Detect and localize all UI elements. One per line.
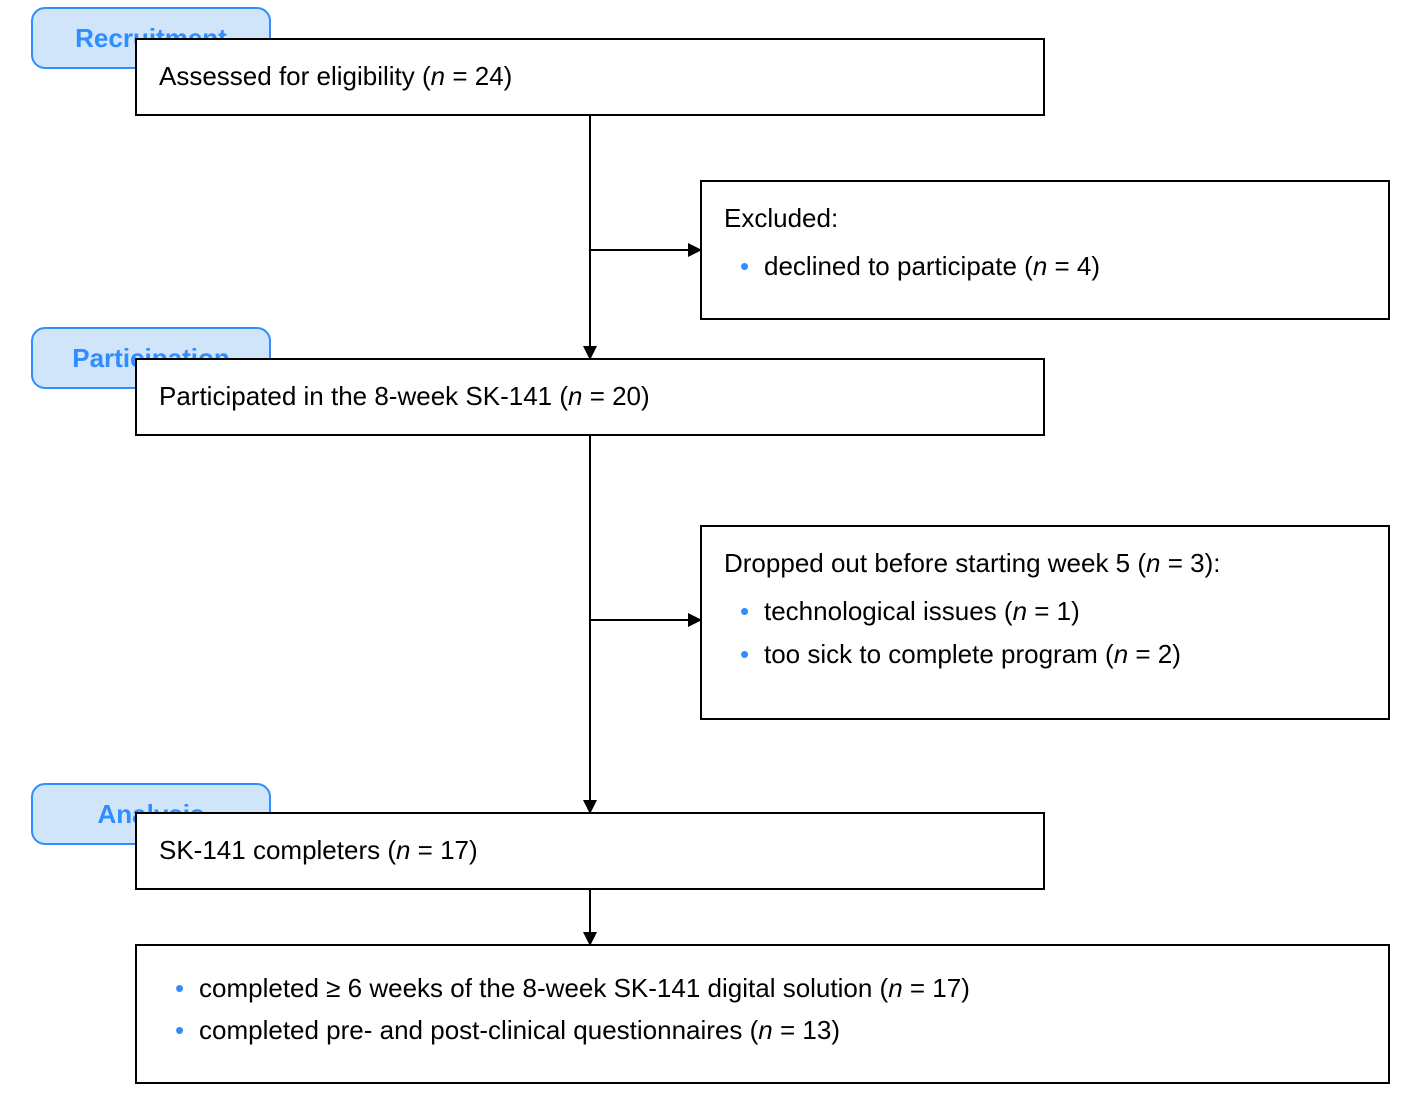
box-completers: SK-141 completers (n = 17) bbox=[135, 812, 1045, 890]
list-item: declined to participate (n = 4) bbox=[764, 248, 1366, 284]
box-assessed: Assessed for eligibility (n = 24) bbox=[135, 38, 1045, 116]
box-excluded: Excluded: declined to participate (n = 4… bbox=[700, 180, 1390, 320]
box-text: Participated in the 8-week SK-141 (n = 2… bbox=[159, 378, 1021, 414]
box-title: Excluded: bbox=[724, 200, 1366, 236]
box-dropped: Dropped out before starting week 5 (n = … bbox=[700, 525, 1390, 720]
list-item: technological issues (n = 1) bbox=[764, 593, 1366, 629]
box-text: SK-141 completers (n = 17) bbox=[159, 832, 1021, 868]
box-analysis-detail: completed ≥ 6 weeks of the 8-week SK-141… bbox=[135, 944, 1390, 1084]
box-title: Dropped out before starting week 5 (n = … bbox=[724, 545, 1366, 581]
box-list: technological issues (n = 1) too sick to… bbox=[724, 593, 1366, 672]
box-text: Assessed for eligibility (n = 24) bbox=[159, 58, 1021, 94]
box-list: declined to participate (n = 4) bbox=[724, 248, 1366, 284]
list-item: too sick to complete program (n = 2) bbox=[764, 636, 1366, 672]
box-participated: Participated in the 8-week SK-141 (n = 2… bbox=[135, 358, 1045, 436]
list-item: completed ≥ 6 weeks of the 8-week SK-141… bbox=[199, 970, 1366, 1006]
box-list: completed ≥ 6 weeks of the 8-week SK-141… bbox=[159, 970, 1366, 1049]
flowchart-canvas: Recruitment Participation Analysis Asses… bbox=[0, 0, 1420, 1097]
list-item: completed pre- and post-clinical questio… bbox=[199, 1012, 1366, 1048]
